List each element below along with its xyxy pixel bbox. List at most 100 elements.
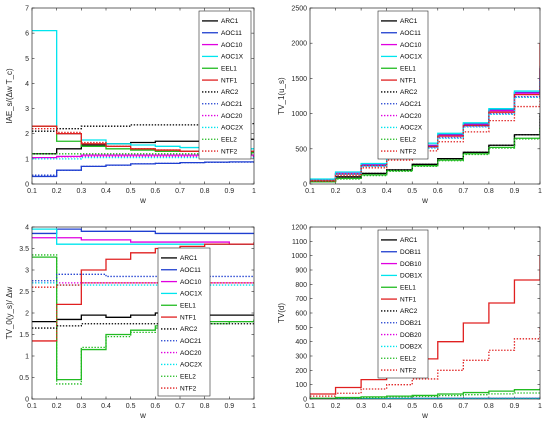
y-tick-label: 7 <box>25 6 29 13</box>
x-tick-label: 0.1 <box>305 403 315 410</box>
legend-box <box>157 247 211 397</box>
legend-label-aoc1x: AOC1X <box>221 54 244 61</box>
x-tick-label: 0.9 <box>224 188 234 195</box>
legend-label-arc1: ARC1 <box>400 18 418 25</box>
legend-label-arc1: ARC1 <box>180 255 198 262</box>
legend: ARC1 DOB11 DOB10 DOB1X EEL1 NTF1 ARC2 DOB21 DOB2… <box>377 229 429 379</box>
x-tick-label: 0.6 <box>150 403 160 410</box>
x-tick-label: 1 <box>538 188 542 195</box>
series-line-eel2 <box>310 128 540 183</box>
x-tick-label: 0.9 <box>510 403 520 410</box>
y-tick-label: 2 <box>25 131 29 138</box>
y-tick-label: 1500 <box>291 76 307 83</box>
legend-label-aoc21: AOC21 <box>180 338 202 345</box>
y-tick-label: 6 <box>25 31 29 38</box>
series-line-aoc2x <box>32 282 254 286</box>
legend: ARC1 AOC11 AOC10 AOC1X EEL1 NTF1 ARC2 AOC21 AOC2… <box>157 247 211 397</box>
x-tick-label: 0.7 <box>458 188 468 195</box>
legend-label-aoc11: AOC11 <box>180 267 201 274</box>
x-tick-label: 0.7 <box>175 188 185 195</box>
y-tick-label: 4 <box>25 225 29 232</box>
legend-label-dob20: DOB20 <box>400 332 422 339</box>
legend-label-aoc20: AOC20 <box>221 113 243 120</box>
chart-panel-4: 0.1 0.2 0.3 0.4 0.5 0.6 0.7 0.8 0.9 1 0 100 200 300 40… <box>277 225 542 421</box>
legend-label-aoc20: AOC20 <box>400 113 422 120</box>
x-tick-label: 0.9 <box>224 403 234 410</box>
x-tick-label: 0.4 <box>382 188 392 195</box>
y-tick-label: 3 <box>25 268 29 275</box>
chart-panel-2: 0.1 0.2 0.3 0.4 0.5 0.6 0.7 0.8 0.9 1 0 500 1000 1500… <box>277 6 542 206</box>
legend-label-aoc2x: AOC2X <box>180 362 203 369</box>
legend-label-eel2: EEL2 <box>221 137 237 144</box>
legend-label-ntf2: NTF2 <box>180 385 197 392</box>
legend-label-dob2x: DOB2X <box>400 344 423 351</box>
y-tick-label: 500 <box>295 146 307 153</box>
x-tick-label: 0.1 <box>27 403 37 410</box>
legend-label-aoc2x: AOC2X <box>400 125 423 132</box>
legend-label-aoc21: AOC21 <box>400 101 422 108</box>
x-tick-label: 0.4 <box>382 403 392 410</box>
chart-panel-3: 0.1 0.2 0.3 0.4 0.5 0.6 0.7 0.8 0.9 1 0 0.5 1 1.5 2 2.5… <box>5 225 256 421</box>
y-tick-label: 1200 <box>291 225 307 232</box>
y-tick-label: 800 <box>295 282 307 289</box>
x-tick-label: 0.3 <box>76 188 86 195</box>
x-tick-label: 0.3 <box>76 403 86 410</box>
y-tick-label: 5 <box>25 56 29 63</box>
y-tick-label: 4 <box>25 81 29 88</box>
y-tick-label: 2500 <box>291 6 307 13</box>
legend-label-aoc11: AOC11 <box>400 30 421 37</box>
x-tick-label: 0.2 <box>52 403 62 410</box>
series-line-aoc10 <box>32 237 254 245</box>
x-tick-label: 0.1 <box>27 188 37 195</box>
legend-label-eel2: EEL2 <box>400 356 416 363</box>
legend-label-arc2: ARC2 <box>400 89 418 96</box>
y-tick-label: 200 <box>295 368 307 375</box>
series-line-aoc2x <box>310 79 540 181</box>
x-tick-label: 1 <box>252 403 256 410</box>
y-tick-label: 900 <box>295 268 307 275</box>
y-tick-label: 0 <box>303 397 307 404</box>
legend-label-arc2: ARC2 <box>180 326 198 333</box>
series-group <box>310 43 540 183</box>
legend-label-aoc20: AOC20 <box>180 350 202 357</box>
legend-label-eel2: EEL2 <box>400 137 416 144</box>
legend-box <box>377 229 429 379</box>
series-line-ntf1 <box>310 255 540 395</box>
series-line-eel2 <box>32 254 254 385</box>
x-tick-label: 0.5 <box>126 403 136 410</box>
legend-label-dob10: DOB10 <box>400 261 422 268</box>
y-tick-label: 1000 <box>291 253 307 260</box>
legend-label-aoc1x: AOC1X <box>180 291 203 298</box>
legend-label-ntf1: NTF1 <box>400 296 417 303</box>
x-tick-label: 0.6 <box>433 403 443 410</box>
legend-label-ntf2: NTF2 <box>400 367 417 374</box>
y-tick-label: 400 <box>295 339 307 346</box>
y-tick-label: 600 <box>295 311 307 318</box>
series-line-aoc2x <box>32 156 254 160</box>
legend-label-ntf1: NTF1 <box>180 314 197 321</box>
legend: ARC1 AOC11 AOC10 AOC1X EEL1 NTF1 ARC2 AOC21 AOC2… <box>377 10 429 160</box>
x-tick-label: 0.9 <box>510 188 520 195</box>
axes-frame <box>31 7 255 185</box>
y-tick-label: 700 <box>295 296 307 303</box>
series-line-aoc21 <box>32 161 254 176</box>
legend-label-aoc10: AOC10 <box>180 279 202 286</box>
y-tick-label: 1000 <box>291 111 307 118</box>
x-tick-label: 0.1 <box>305 188 315 195</box>
y-tick-label: 0 <box>25 182 29 189</box>
y-tick-label: 1 <box>25 156 29 163</box>
legend-box <box>198 10 252 160</box>
legend: ARC1 AOC11 AOC10 AOC1X EEL1 NTF1 ARC2 AOC21 AOC2… <box>198 10 252 160</box>
y-tick-label: 300 <box>295 354 307 361</box>
y-tick-label: 1100 <box>292 239 307 246</box>
x-axis-label: w <box>139 411 146 420</box>
legend-label-eel1: EEL1 <box>221 66 237 73</box>
legend-label-ntf2: NTF2 <box>221 148 238 155</box>
legend-label-eel2: EEL2 <box>180 374 196 381</box>
legend-label-ntf1: NTF1 <box>221 77 238 84</box>
series-line-eel2 <box>310 392 540 399</box>
x-tick-label: 0.8 <box>484 403 494 410</box>
series-line-ntf2 <box>310 327 540 397</box>
y-tick-label: 1.5 <box>19 332 29 339</box>
